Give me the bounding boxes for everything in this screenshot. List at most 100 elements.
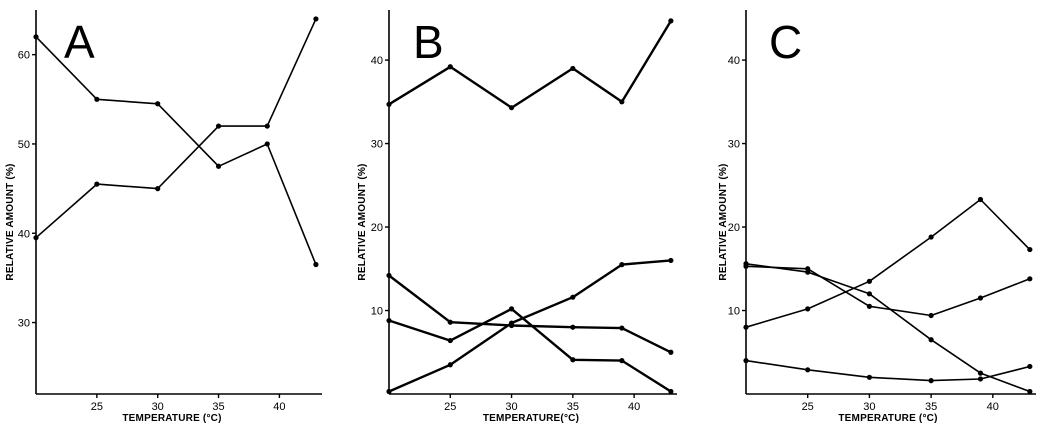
data-point	[33, 235, 39, 241]
x-tick-label: 35	[925, 401, 937, 413]
panel-c: 10 20 30 40 25 30 35 40 TEMPERATURE (°C) RELATIVE…	[718, 10, 1036, 424]
series-line-3	[745, 265, 1031, 317]
y-tick-label: 30	[728, 139, 740, 151]
panel-b: 10 20 30 40 25 30 35 40 TEMPERATURE(°C) RELATIVE …	[357, 10, 677, 424]
x-axis-label: TEMPERATURE (°C)	[838, 413, 937, 424]
data-point	[977, 370, 984, 376]
data-point	[94, 181, 100, 187]
y-tick-label: 30	[371, 139, 383, 151]
y-tick-label: 20	[728, 222, 740, 234]
y-tick-label: 20	[371, 222, 383, 234]
data-point	[805, 306, 811, 312]
data-point	[668, 18, 674, 24]
y-tick-label: 30	[18, 318, 30, 330]
data-point	[866, 291, 873, 297]
data-point	[508, 105, 515, 111]
x-tick-label: 25	[802, 401, 814, 413]
data-point	[313, 16, 319, 22]
x-tick-label: 40	[273, 401, 285, 413]
data-point	[94, 96, 100, 102]
series-line-1	[35, 36, 317, 265]
data-point	[1027, 276, 1033, 282]
y-axis-label: RELATIVE AMOUNT (%)	[357, 163, 368, 280]
series-line-1	[745, 198, 1031, 328]
data-point	[264, 123, 270, 129]
series-line-4	[388, 259, 672, 393]
data-point	[619, 325, 625, 331]
series-line-2	[35, 18, 317, 239]
y-tick-label: 10	[728, 306, 740, 318]
panel-a: 30 40 50 60 25 30 35 40 TEMPERATURE (°C) RELATIVE…	[5, 10, 322, 424]
x-axis-label: TEMPERATURE (°C)	[122, 413, 221, 424]
data-point	[155, 186, 161, 192]
data-point	[155, 101, 161, 107]
data-point	[447, 337, 453, 344]
data-point	[447, 64, 453, 70]
series-line-4	[745, 359, 1030, 382]
data-point	[570, 65, 576, 72]
data-point	[447, 319, 453, 325]
data-point	[805, 367, 811, 373]
series-line-2	[745, 263, 1031, 393]
data-point	[386, 272, 392, 279]
data-point	[743, 263, 749, 269]
data-point	[570, 294, 576, 300]
x-tick-label: 35	[567, 401, 579, 413]
data-point	[928, 234, 934, 240]
series-line-2	[388, 274, 672, 354]
x-axis-label: TEMPERATURE(°C)	[483, 413, 579, 424]
data-point	[619, 262, 625, 268]
data-point	[928, 337, 934, 343]
data-point	[1027, 388, 1033, 395]
data-point	[447, 362, 453, 368]
data-point	[743, 358, 749, 364]
data-point	[866, 303, 873, 309]
panel-letter: B	[413, 16, 444, 68]
x-tick-label: 30	[505, 401, 517, 413]
panel-letter: C	[769, 16, 802, 68]
panel-letter: A	[64, 16, 95, 68]
data-point	[386, 388, 392, 395]
y-tick-label: 40	[18, 228, 30, 240]
y-axis-label: RELATIVE AMOUNT (%)	[718, 163, 729, 280]
data-point	[33, 34, 39, 40]
x-tick-label: 30	[152, 401, 164, 413]
data-point	[264, 141, 270, 147]
data-point	[977, 196, 984, 203]
data-point	[977, 376, 984, 382]
y-tick-label: 50	[18, 139, 30, 151]
data-point	[743, 324, 749, 330]
data-point	[570, 324, 576, 330]
series-line-1	[388, 20, 672, 109]
x-tick-label: 40	[987, 401, 999, 413]
y-tick-label: 40	[728, 55, 740, 67]
data-point	[1027, 246, 1033, 253]
data-point	[215, 123, 222, 129]
data-point	[805, 266, 811, 272]
data-point	[386, 317, 392, 324]
data-point	[1027, 363, 1033, 370]
y-axis-label: RELATIVE AMOUNT (%)	[5, 163, 16, 280]
x-tick-label: 25	[444, 401, 456, 413]
data-point	[668, 349, 674, 355]
data-point	[866, 374, 873, 380]
x-tick-label: 25	[91, 401, 103, 413]
y-tick-label: 60	[18, 50, 30, 62]
series-line-3	[388, 307, 672, 393]
data-point	[866, 278, 873, 284]
data-point	[619, 358, 625, 364]
data-point	[215, 163, 222, 169]
data-point	[668, 388, 674, 395]
data-point	[619, 99, 625, 105]
x-tick-label: 30	[863, 401, 875, 413]
data-point	[508, 320, 515, 326]
data-point	[386, 101, 392, 107]
y-tick-label: 10	[371, 306, 383, 318]
data-point	[928, 312, 934, 319]
y-tick-label: 40	[371, 55, 383, 67]
data-point	[570, 357, 576, 363]
data-point	[508, 306, 515, 312]
data-point	[668, 257, 674, 264]
x-tick-label: 35	[212, 401, 224, 413]
